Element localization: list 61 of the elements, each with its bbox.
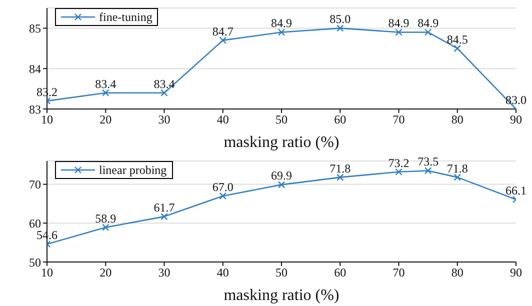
x-tick-label: 50 <box>276 112 288 127</box>
x-tick-label: 10 <box>41 266 53 280</box>
x-tick-label: 40 <box>216 266 229 280</box>
y-tick-label: 60 <box>29 216 41 230</box>
point <box>278 28 286 36</box>
x-tick-label: 50 <box>276 266 288 280</box>
point <box>160 212 168 220</box>
point <box>102 89 110 96</box>
x-tick-label: 70 <box>392 112 405 127</box>
data-label: 83.4 <box>154 76 175 91</box>
data-label: 71.8 <box>446 161 468 176</box>
data-label: 73.2 <box>388 156 410 170</box>
point <box>424 28 432 36</box>
point <box>454 44 461 52</box>
y-tick-label: 50 <box>29 255 41 270</box>
data-label: 66.1 <box>506 183 526 198</box>
data-label: 84.9 <box>271 16 292 30</box>
x-tick-label: 40 <box>216 112 229 127</box>
x-axis-title: masking ratio (%) <box>224 287 340 304</box>
data-label: 85.0 <box>330 12 351 26</box>
x-tick-label: 90 <box>510 112 522 127</box>
x-tick-label: 30 <box>158 112 170 127</box>
data-label: 84.5 <box>446 32 468 46</box>
y-tick-label: 70 <box>29 178 41 192</box>
x-tick-label: 20 <box>100 112 112 127</box>
point <box>395 168 402 176</box>
point <box>336 24 344 32</box>
x-tick-label: 60 <box>334 112 346 127</box>
data-label: 84.9 <box>418 16 439 30</box>
point <box>454 174 461 181</box>
x-tick-label: 70 <box>392 266 405 280</box>
x-tick-label: 60 <box>334 266 346 280</box>
legend-label: linear probing <box>98 162 167 178</box>
y-tick-label: 84 <box>29 62 41 76</box>
point <box>278 181 286 188</box>
x-tick-label: 20 <box>100 266 112 280</box>
point <box>336 174 344 181</box>
x-tick-label: 10 <box>41 112 53 127</box>
x-tick-label: 80 <box>451 266 464 280</box>
point <box>219 192 226 200</box>
y-tick-label: 83 <box>29 102 41 116</box>
data-label: 61.7 <box>154 200 175 215</box>
point <box>219 36 226 44</box>
data-label: 71.8 <box>330 161 351 176</box>
data-label: 84.7 <box>212 24 234 38</box>
point <box>395 28 402 36</box>
data-label: 67.0 <box>212 180 234 194</box>
point <box>102 224 110 232</box>
data-label: 84.9 <box>388 16 410 30</box>
point <box>424 167 432 174</box>
data-label: 69.9 <box>271 168 292 183</box>
legend-label: fine-tuning <box>98 9 152 25</box>
x-tick-label: 30 <box>158 266 170 280</box>
x-axis-title: masking ratio (%) <box>224 134 340 151</box>
point <box>160 89 168 96</box>
x-tick-label: 80 <box>451 112 464 127</box>
x-tick-label: 90 <box>510 266 522 280</box>
data-label: 73.5 <box>418 154 439 169</box>
data-label: 58.9 <box>95 211 116 226</box>
y-tick-label: 85 <box>29 21 41 36</box>
data-label: 83.4 <box>95 76 116 91</box>
